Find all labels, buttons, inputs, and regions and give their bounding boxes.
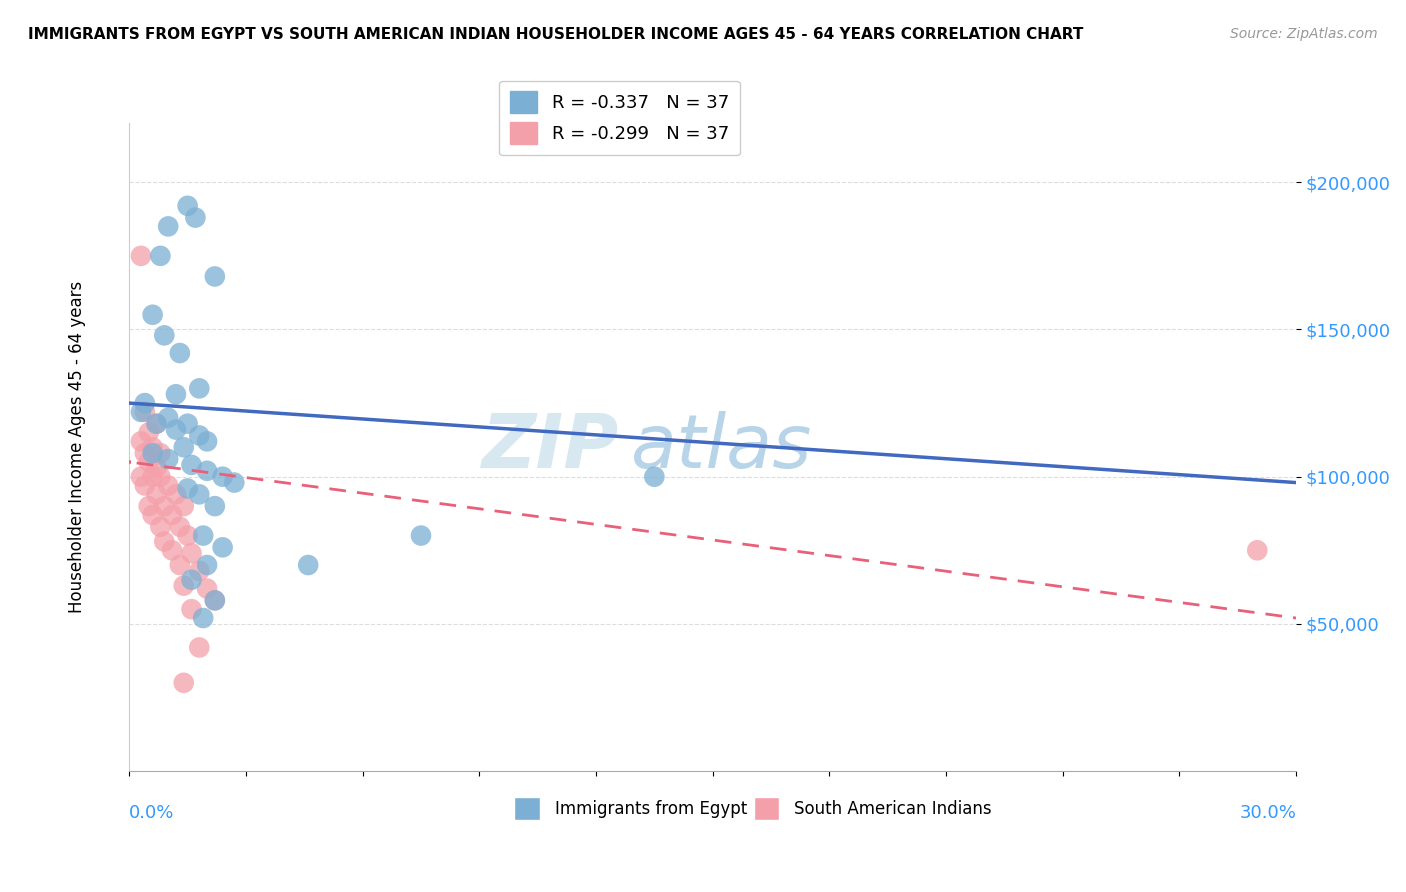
Point	[142, 308, 165, 322]
Point	[157, 478, 180, 492]
Point	[153, 534, 176, 549]
Text: Source: ZipAtlas.com: Source: ZipAtlas.com	[1230, 27, 1378, 41]
Point	[188, 428, 211, 442]
Text: Householder Income Ages 45 - 64 years: Householder Income Ages 45 - 64 years	[67, 281, 86, 614]
Point	[169, 558, 191, 572]
Text: atlas: atlas	[631, 411, 813, 483]
Text: 30.0%: 30.0%	[1239, 804, 1296, 822]
Point	[160, 508, 183, 522]
Point	[184, 211, 207, 225]
Point	[134, 446, 156, 460]
Text: IMMIGRANTS FROM EGYPT VS SOUTH AMERICAN INDIAN HOUSEHOLDER INCOME AGES 45 - 64 Y: IMMIGRANTS FROM EGYPT VS SOUTH AMERICAN …	[28, 27, 1084, 42]
Point	[173, 579, 195, 593]
Point	[149, 469, 172, 483]
Point	[145, 487, 167, 501]
FancyBboxPatch shape	[754, 797, 779, 820]
Point	[153, 499, 176, 513]
Point	[204, 593, 226, 607]
Point	[193, 611, 215, 625]
Point	[169, 346, 191, 360]
Point	[176, 417, 198, 431]
Point	[165, 387, 187, 401]
Point	[173, 440, 195, 454]
Point	[176, 482, 198, 496]
Point	[149, 446, 172, 460]
Point	[145, 417, 167, 431]
Point	[204, 499, 226, 513]
Point	[169, 520, 191, 534]
Point	[224, 475, 246, 490]
Point	[142, 469, 165, 483]
Point	[297, 558, 319, 572]
Point	[195, 582, 218, 596]
Point	[134, 478, 156, 492]
Point	[211, 469, 233, 483]
Text: 0.0%: 0.0%	[129, 804, 174, 822]
Point	[160, 543, 183, 558]
Point	[173, 675, 195, 690]
Point	[157, 452, 180, 467]
Point	[157, 219, 180, 234]
Point	[145, 417, 167, 431]
Point	[180, 573, 202, 587]
Point	[176, 528, 198, 542]
Text: South American Indians: South American Indians	[794, 800, 993, 818]
Point	[149, 520, 172, 534]
Point	[195, 558, 218, 572]
Point	[149, 249, 172, 263]
Point	[129, 434, 152, 449]
Point	[180, 458, 202, 472]
FancyBboxPatch shape	[515, 797, 540, 820]
Point	[173, 499, 195, 513]
Point	[165, 423, 187, 437]
Legend: R = -0.337   N = 37, R = -0.299   N = 37: R = -0.337 N = 37, R = -0.299 N = 37	[499, 80, 740, 155]
Point	[138, 499, 160, 513]
Point	[643, 469, 665, 483]
Point	[134, 396, 156, 410]
Text: Immigrants from Egypt: Immigrants from Egypt	[555, 800, 748, 818]
Point	[204, 593, 226, 607]
Point	[129, 405, 152, 419]
Point	[176, 199, 198, 213]
Point	[188, 564, 211, 578]
Point	[129, 249, 152, 263]
Point	[134, 405, 156, 419]
Point	[188, 487, 211, 501]
Point	[138, 425, 160, 440]
Text: ZIP: ZIP	[482, 410, 620, 483]
Point	[193, 528, 215, 542]
Point	[142, 508, 165, 522]
Point	[180, 602, 202, 616]
Point	[195, 464, 218, 478]
Point	[195, 434, 218, 449]
Point	[153, 328, 176, 343]
Point	[211, 541, 233, 555]
Point	[142, 446, 165, 460]
Point	[188, 381, 211, 395]
Point	[180, 546, 202, 560]
Point	[1246, 543, 1268, 558]
Point	[165, 487, 187, 501]
Point	[138, 455, 160, 469]
Point	[129, 469, 152, 483]
Point	[142, 440, 165, 454]
Point	[409, 528, 432, 542]
Point	[204, 269, 226, 284]
Point	[157, 410, 180, 425]
Point	[145, 461, 167, 475]
Point	[188, 640, 211, 655]
